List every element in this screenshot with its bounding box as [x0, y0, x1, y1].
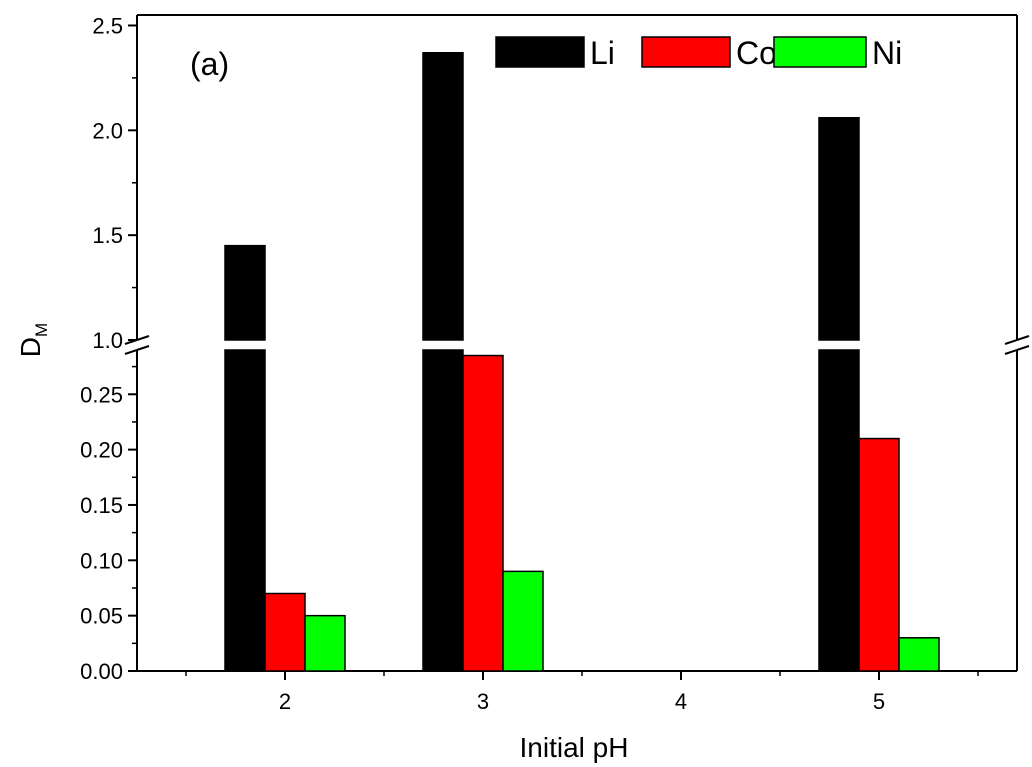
axis-break-gap-right: [1003, 341, 1031, 349]
bar-li-ph2: [224, 244, 266, 672]
x-tick-label: 3: [477, 689, 489, 714]
axis-break-gap-left: [123, 341, 151, 349]
y-tick-label: 2.0: [92, 118, 123, 143]
bars: [224, 51, 940, 672]
axis-break-mark-left-lower: [124, 345, 150, 355]
bar-co-ph3: [462, 354, 504, 672]
bar-li-ph2-lower: [224, 349, 266, 672]
legend-item-li: Li: [495, 35, 615, 71]
x-tick-label: 5: [873, 689, 885, 714]
y-axis: 0.00 0.05 0.10 0.15 0.20 0.25 1.0 1.5 2.0 2.5: [80, 13, 137, 684]
bar-li-ph2-upper: [224, 244, 266, 341]
bar-ni-ph2: [304, 614, 346, 672]
svg-text:DM: DM: [15, 323, 51, 357]
bar-li-ph3-lower: [422, 349, 464, 672]
legend-swatch-li: [495, 36, 585, 68]
y-tick-label: 0.25: [80, 382, 123, 407]
bar-co-ph5: [858, 437, 900, 672]
legend-item-ni: Ni: [773, 35, 902, 71]
y-axis-title: DM: [15, 323, 51, 357]
bar-li-ph5-lower: [818, 349, 860, 672]
x-axis: 2 3 4 5: [185, 671, 979, 714]
y-axis-title-subscript: M: [32, 323, 51, 337]
legend-item-co: Co: [641, 35, 777, 71]
legend-label-li: Li: [590, 35, 615, 71]
legend: Li Co Ni: [495, 35, 902, 71]
bar-ni-ph3: [502, 570, 544, 672]
bar-co-ph2: [264, 592, 306, 672]
bar-li-ph5: [818, 116, 860, 672]
bar-li-ph5-upper: [818, 116, 860, 341]
x-axis-title: Initial pH: [520, 732, 629, 763]
legend-label-co: Co: [736, 35, 777, 71]
bar-li-ph3-upper: [422, 51, 464, 341]
axis-break-mark-right-upper: [1004, 335, 1030, 345]
y-tick-label: 0.10: [80, 548, 123, 573]
x-tick-label: 2: [279, 689, 291, 714]
x-tick-label: 4: [675, 689, 687, 714]
y-tick-label: 0.00: [80, 659, 123, 684]
bar-ni-ph5: [898, 637, 940, 672]
legend-label-ni: Ni: [872, 35, 902, 71]
y-tick-label: 1.0: [92, 328, 123, 353]
panel-label: (a): [190, 46, 229, 82]
y-tick-label: 0.20: [80, 438, 123, 463]
legend-swatch-co: [641, 36, 731, 68]
y-tick-label: 0.05: [80, 604, 123, 629]
y-axis-title-main: D: [15, 337, 46, 357]
bar-li-ph3: [422, 51, 464, 672]
y-tick-label: 1.5: [92, 223, 123, 248]
axis-break: [123, 335, 1031, 355]
legend-swatch-ni: [773, 36, 867, 68]
y-tick-label: 0.15: [80, 493, 123, 518]
y-tick-label: 2.5: [92, 13, 123, 38]
axis-break-mark-right-lower: [1004, 345, 1030, 355]
